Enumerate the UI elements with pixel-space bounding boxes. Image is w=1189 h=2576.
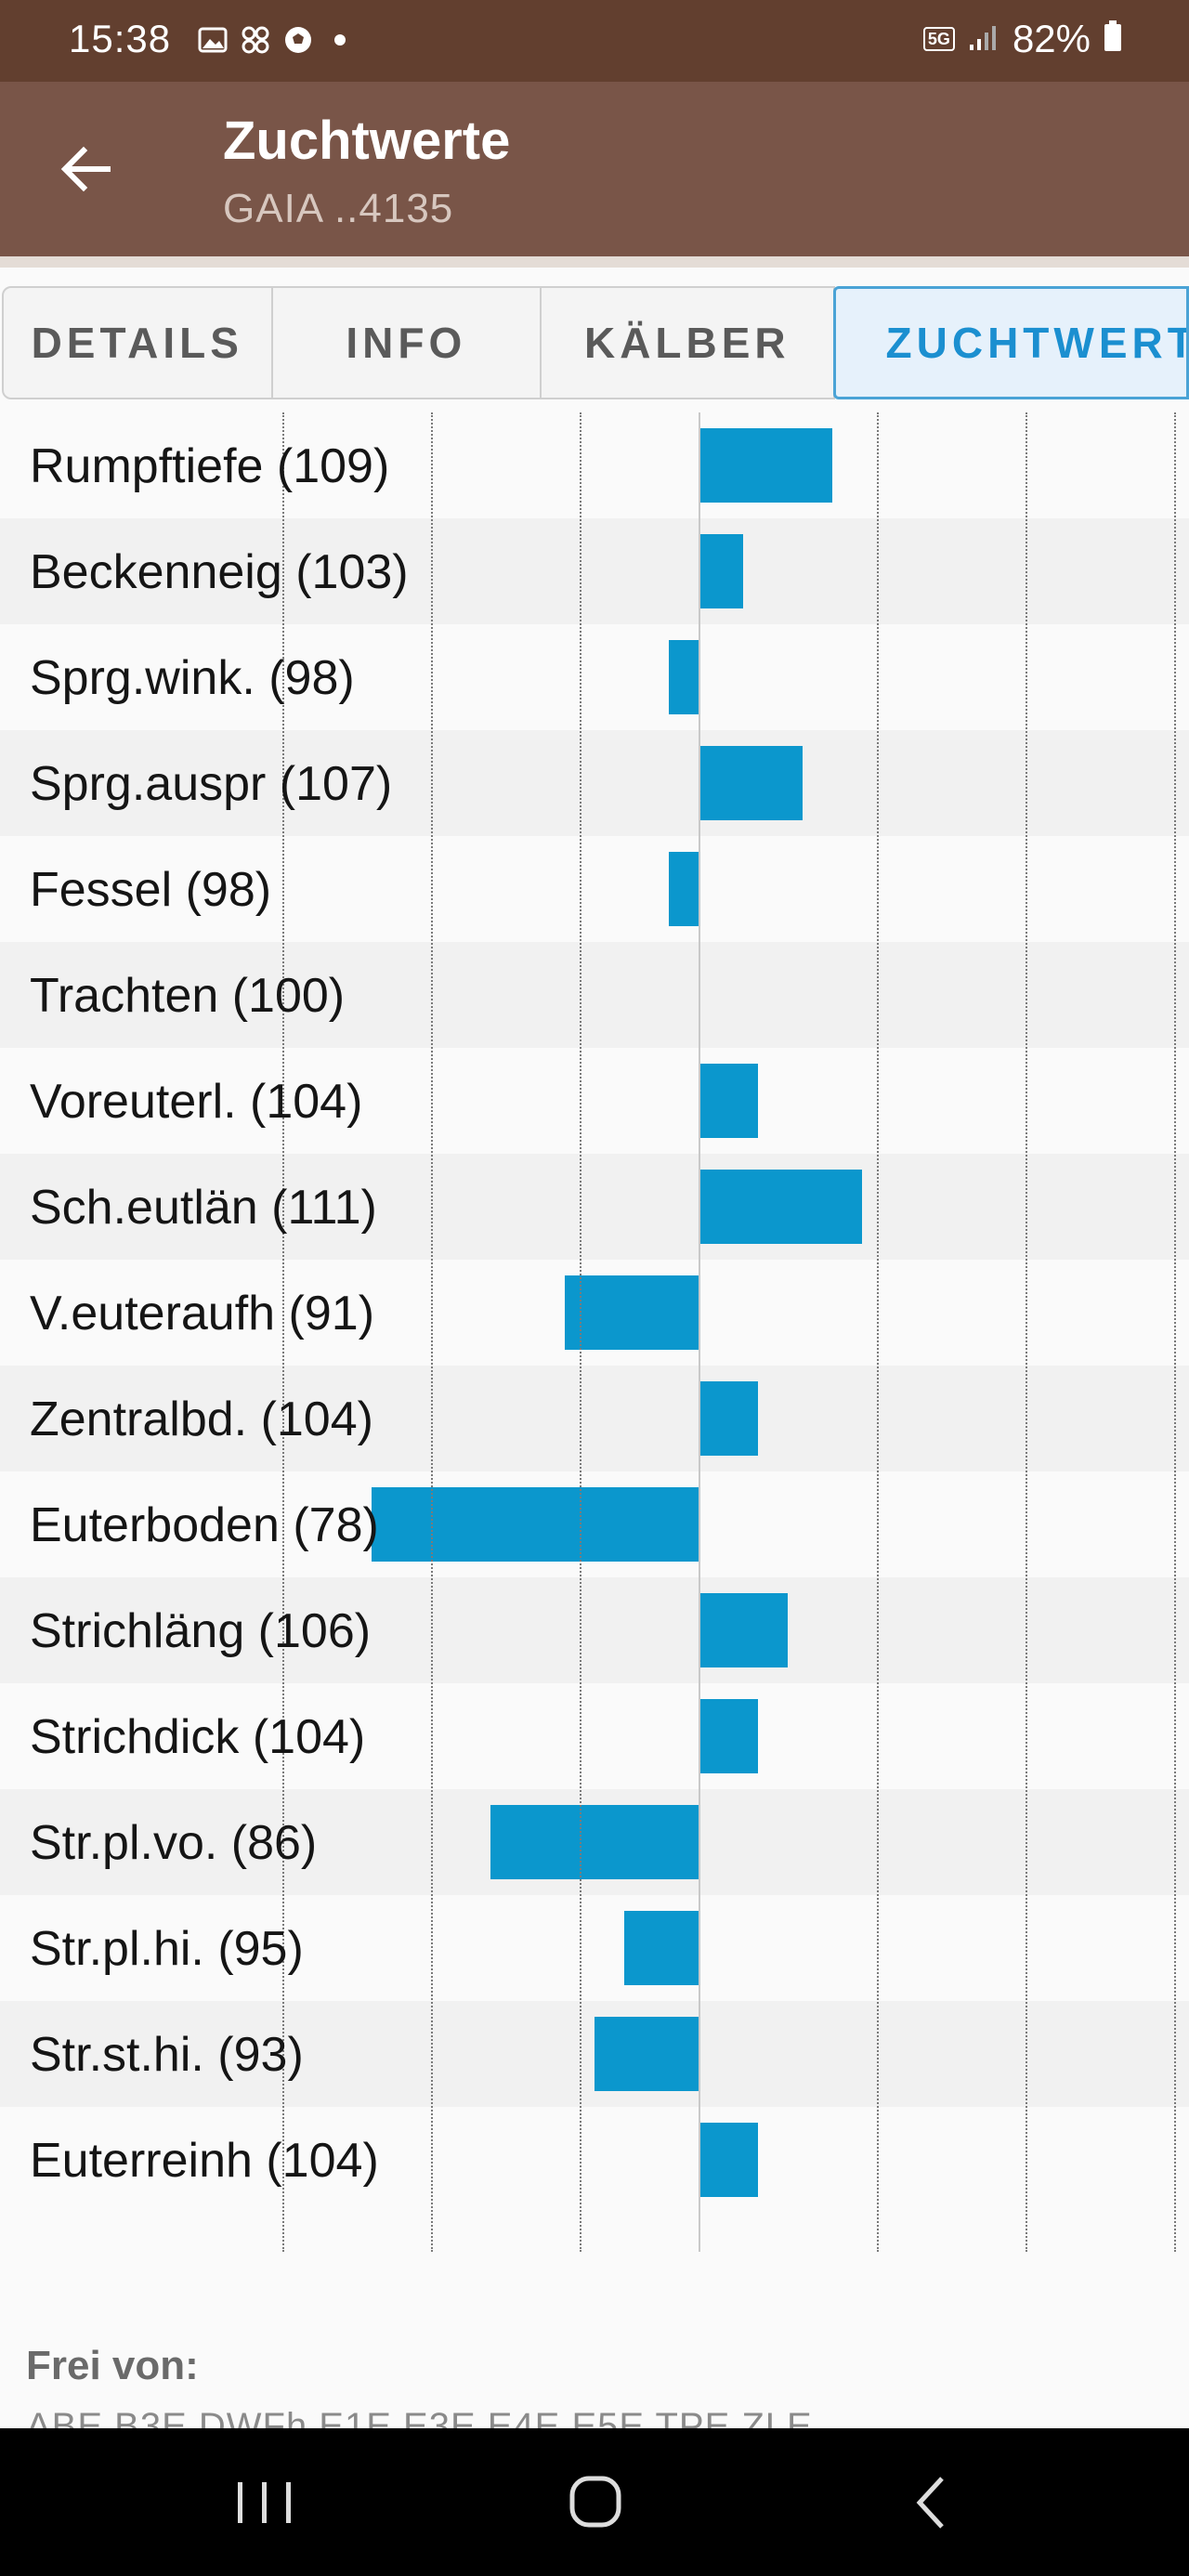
chart-row: Zentralbd. (104) [0, 1366, 1189, 1471]
chart-bar [372, 1487, 699, 1562]
tab-zuchtwert[interactable]: ZUCHTWERT [832, 286, 1189, 399]
signal-icon [968, 17, 1000, 61]
chart-category-label: Trachten (100) [30, 969, 346, 1023]
chart-row: Str.pl.vo. (86) [0, 1789, 1189, 1895]
chart-bar [669, 852, 699, 926]
free-from-label: Frei von: [26, 2343, 199, 2388]
chart-bar [565, 1275, 699, 1350]
chart-category-label: Strichdick (104) [30, 1710, 366, 1764]
chart-category-label: V.euteraufh (91) [30, 1287, 375, 1340]
status-bar: 15:38 5G 82% [0, 0, 1189, 82]
tab-info[interactable]: INFO [270, 286, 542, 399]
chart-bar [699, 1064, 758, 1138]
chart-category-label: Rumpftiefe (109) [30, 439, 390, 493]
chart-row: Sch.eutlän (111) [0, 1154, 1189, 1260]
chart-baseline [699, 412, 700, 2252]
chart-category-label: Str.pl.vo. (86) [30, 1816, 318, 1870]
chart-bar [699, 428, 832, 503]
status-right: 5G 82% [922, 17, 1122, 61]
chart-row: V.euteraufh (91) [0, 1260, 1189, 1366]
recent-apps-icon[interactable] [232, 2475, 297, 2530]
battery-percent: 82% [1012, 17, 1091, 60]
page-subtitle: GAIA ..4135 [223, 186, 454, 231]
chart-category-label: Sprg.wink. (98) [30, 651, 355, 705]
chart-gridline [580, 412, 581, 2252]
soccer-ball-icon [282, 24, 314, 56]
page-title: Zuchtwerte [223, 111, 511, 171]
chart-gridline [1026, 412, 1027, 2252]
notification-dot-icon [334, 34, 346, 46]
chart-bar [699, 2123, 758, 2197]
app-bar-divider [0, 256, 1189, 268]
chart-category-label: Zentralbd. (104) [30, 1393, 373, 1446]
battery-icon [1104, 17, 1122, 61]
chart-bar [624, 1911, 699, 1985]
app-bar: Zuchtwerte GAIA ..4135 [0, 82, 1189, 256]
chart-row: Sprg.auspr (107) [0, 730, 1189, 836]
chart-row: Sprg.wink. (98) [0, 624, 1189, 730]
home-icon[interactable] [563, 2475, 628, 2530]
chart-gridline [1174, 412, 1176, 2252]
chart-gridline [431, 412, 433, 2252]
chart-row: Fessel (98) [0, 836, 1189, 942]
tab-kaelber[interactable]: KÄLBER [540, 286, 835, 399]
chart-bar [490, 1805, 699, 1879]
tab-details[interactable]: DETAILS [2, 286, 273, 399]
chart-category-label: Str.st.hi. (93) [30, 2028, 304, 2082]
chart-category-label: Beckenneig (103) [30, 545, 409, 599]
chart-bar [699, 534, 743, 608]
breeding-values-chart: Rumpftiefe (109) Beckenneig (103) Sprg.win… [0, 412, 1189, 2261]
chart-row: Voreuterl. (104) [0, 1048, 1189, 1154]
status-time: 15:38 [69, 17, 172, 60]
chart-row: Beckenneig (103) [0, 518, 1189, 624]
chart-bar [669, 640, 699, 714]
chart-bar [699, 1699, 758, 1773]
chart-category-label: Str.pl.hi. (95) [30, 1922, 304, 1976]
chart-bar [699, 746, 803, 820]
chart-row: Rumpftiefe (109) [0, 412, 1189, 518]
status-icons [197, 24, 346, 56]
navigation-bar [0, 2428, 1189, 2576]
chart-bar [699, 1593, 788, 1667]
chart-row: Euterreinh (104) [0, 2107, 1189, 2213]
chart-category-label: Sprg.auspr (107) [30, 757, 393, 811]
chart-row: Euterboden (78) [0, 1471, 1189, 1577]
back-arrow-icon[interactable] [56, 139, 115, 199]
chart-category-label: Voreuterl. (104) [30, 1075, 363, 1129]
chart-category-label: Fessel (98) [30, 863, 272, 917]
chart-bar [699, 1170, 862, 1244]
chart-row: Strichläng (106) [0, 1577, 1189, 1683]
chart-category-label: Sch.eutlän (111) [30, 1181, 377, 1235]
back-icon[interactable] [901, 2475, 966, 2530]
chart-row: Str.st.hi. (93) [0, 2001, 1189, 2107]
tab-bar: DETAILS INFO KÄLBER ZUCHTWERT [0, 286, 1189, 399]
chart-gridline [877, 412, 879, 2252]
network-5g-icon: 5G [922, 27, 955, 51]
chart-row: Strichdick (104) [0, 1683, 1189, 1789]
app-grid-icon [240, 24, 271, 56]
chart-category-label: Euterreinh (104) [30, 2134, 379, 2188]
chart-row: Trachten (100) [0, 942, 1189, 1048]
chart-gridline [282, 412, 284, 2252]
chart-bar [594, 2017, 699, 2091]
chart-bar [699, 1381, 758, 1456]
chart-category-label: Strichläng (106) [30, 1604, 372, 1658]
chart-row: Str.pl.hi. (95) [0, 1895, 1189, 2001]
chart-category-label: Euterboden (78) [30, 1498, 379, 1552]
gallery-icon [197, 24, 229, 56]
